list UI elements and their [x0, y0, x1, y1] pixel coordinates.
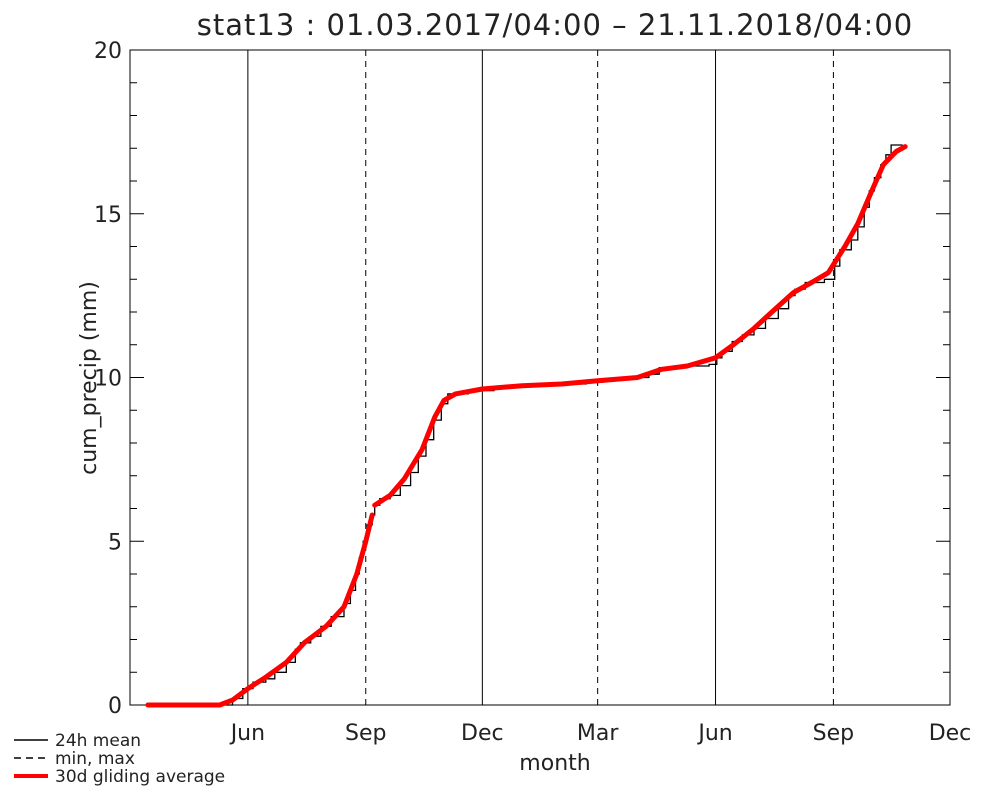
month-divider-lines	[129, 50, 834, 705]
x-axis: Jun Sep Dec Mar Jun Sep Dec	[229, 721, 972, 746]
x-tick-label-1: Sep	[345, 721, 386, 746]
y-tick-label-3: 15	[94, 203, 122, 228]
legend-label-30d-gliding-average: 30d gliding average	[55, 767, 225, 787]
y-tick-label-0: 0	[108, 694, 122, 719]
x-tick-label-6: Dec	[929, 721, 972, 746]
x-tick-label-3: Mar	[577, 721, 619, 746]
x-axis-label: month	[519, 751, 590, 776]
y-tick-label-4: 20	[94, 39, 122, 64]
legend-label-24h-mean: 24h mean	[55, 731, 141, 751]
y-axis: 0 5 10 15 20	[94, 39, 950, 719]
y-tick-label-2: 10	[94, 367, 122, 392]
plot-frame	[129, 49, 951, 706]
y-axis-label: cum_precip (mm)	[77, 281, 102, 475]
x-tick-label-2: Dec	[461, 721, 504, 746]
series-30d-gliding-average-segment-0	[145, 512, 375, 708]
x-tick-label-4: Jun	[696, 721, 732, 746]
legend-label-min-max: min, max	[55, 749, 135, 769]
x-tick-label-5: Sep	[813, 721, 854, 746]
y-tick-label-1: 5	[108, 530, 122, 555]
legend: 24h mean min, max 30d gliding average	[14, 731, 225, 787]
series-layer	[145, 144, 908, 708]
series-30d-gliding-average-segment-1	[372, 144, 908, 508]
x-tick-label-0: Jun	[229, 721, 265, 746]
chart-title: stat13 : 01.03.2017/04:00 – 21.11.2018/0…	[197, 8, 913, 42]
series-24h-mean-line	[147, 144, 903, 706]
